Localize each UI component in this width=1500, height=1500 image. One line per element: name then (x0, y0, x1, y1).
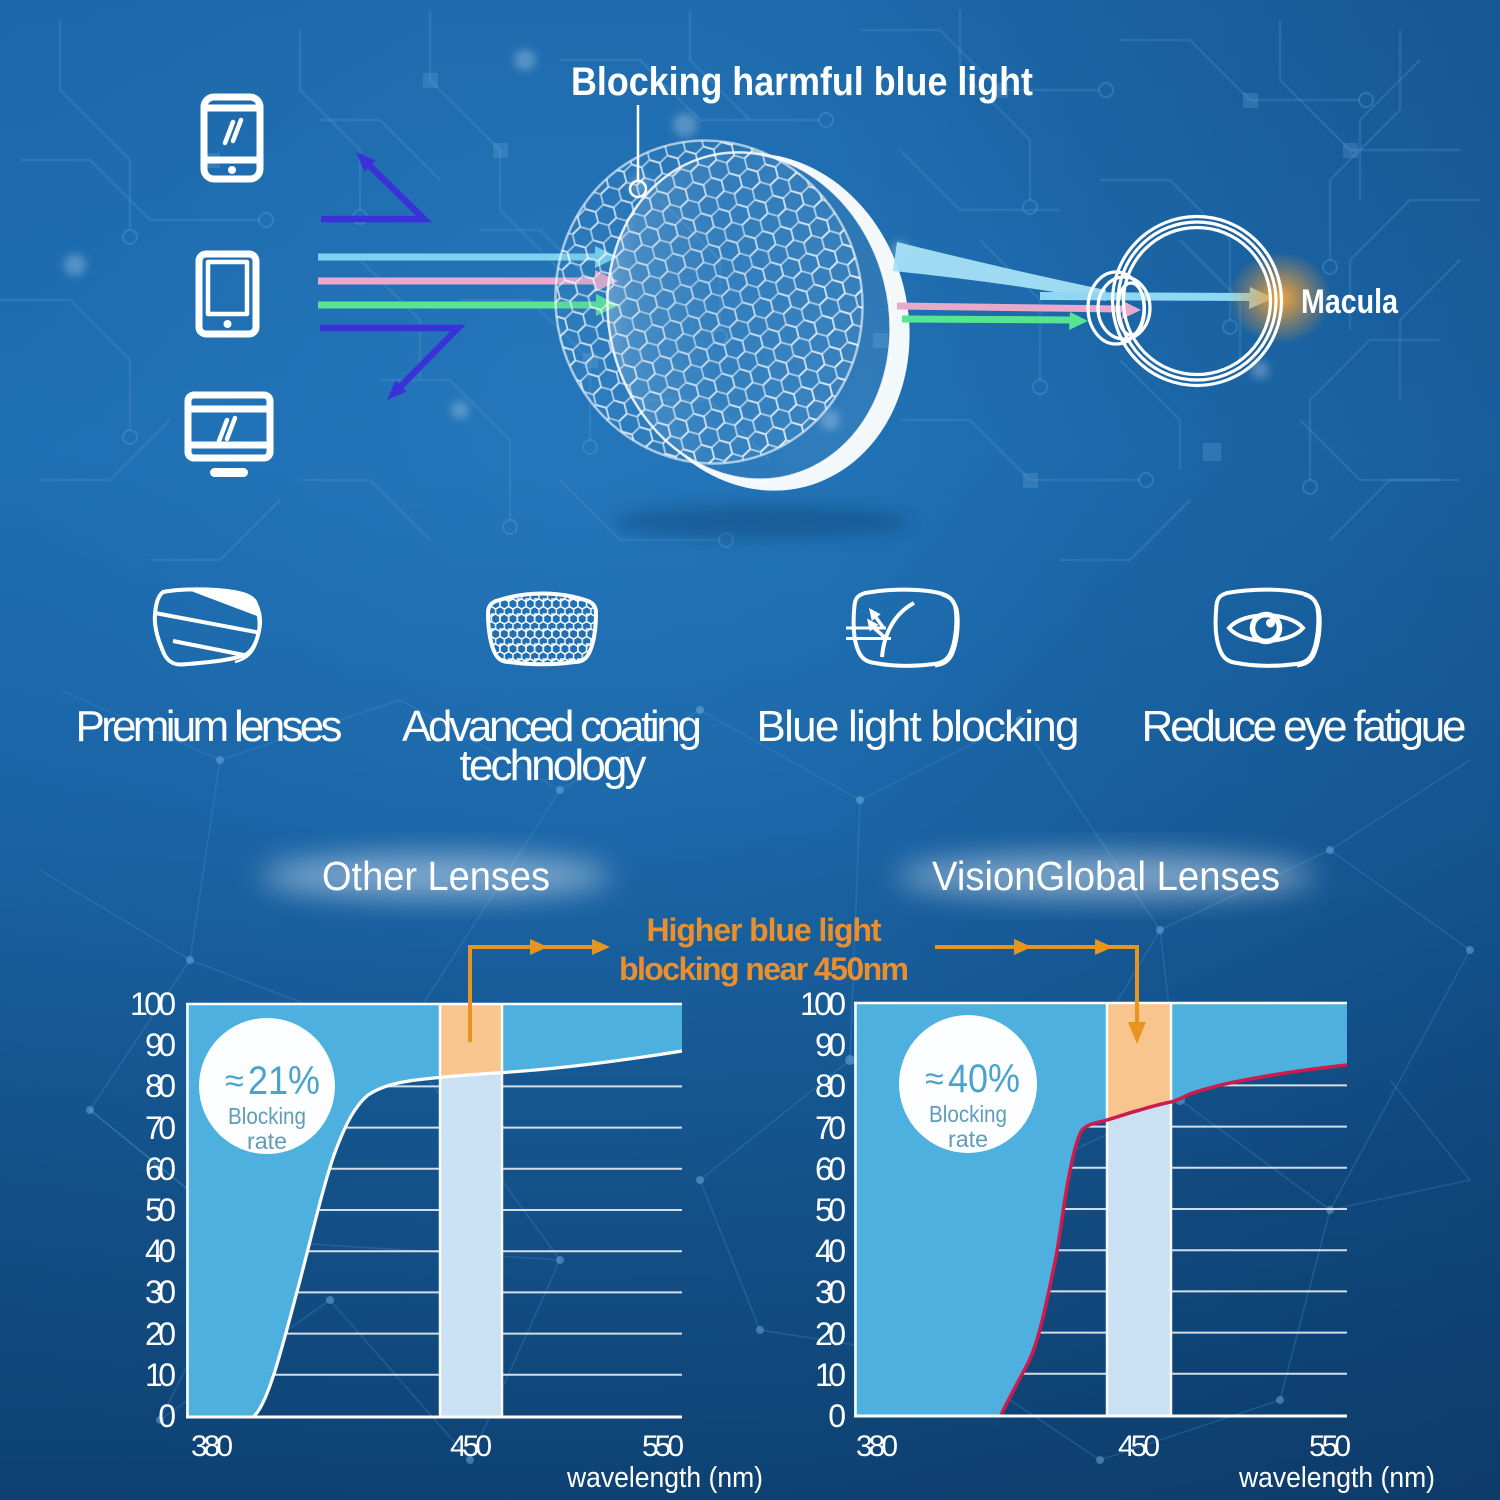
svg-text:Other Lenses: Other Lenses (322, 853, 550, 899)
svg-text:100: 100 (800, 986, 846, 1022)
svg-text:450: 450 (1118, 1430, 1160, 1463)
svg-text:≈: ≈ (925, 1060, 944, 1098)
svg-text:Premium lenses: Premium lenses (76, 702, 343, 751)
svg-text:90: 90 (145, 1027, 176, 1063)
svg-text:90: 90 (815, 1027, 846, 1063)
svg-text:10: 10 (145, 1357, 176, 1393)
svg-text:80: 80 (145, 1068, 176, 1104)
svg-text:blocking near 450nm: blocking near 450nm (619, 951, 909, 987)
svg-text:≈: ≈ (225, 1062, 244, 1100)
svg-text:Blocking: Blocking (228, 1103, 306, 1129)
svg-text:30: 30 (815, 1274, 846, 1310)
svg-text:technology: technology (460, 741, 647, 790)
svg-text:70: 70 (815, 1110, 846, 1146)
svg-text:550: 550 (642, 1430, 684, 1463)
svg-text:Higher blue light: Higher blue light (647, 912, 882, 948)
svg-text:20: 20 (145, 1316, 176, 1352)
svg-text:60: 60 (145, 1151, 176, 1187)
svg-text:Advanced coating: Advanced coating (402, 702, 702, 751)
svg-text:rate: rate (948, 1126, 988, 1152)
svg-text:21%: 21% (248, 1059, 320, 1103)
svg-text:0: 0 (828, 1398, 846, 1434)
svg-text:40: 40 (815, 1233, 846, 1269)
svg-text:50: 50 (145, 1192, 176, 1228)
svg-text:380: 380 (191, 1430, 233, 1463)
svg-text:30: 30 (145, 1274, 176, 1310)
svg-text:Macula: Macula (1301, 283, 1399, 321)
svg-text:Blocking harmful blue light: Blocking harmful blue light (571, 60, 1033, 104)
svg-text:100: 100 (130, 986, 176, 1022)
svg-text:380: 380 (856, 1430, 898, 1463)
svg-text:wavelength (nm): wavelength (nm) (1238, 1462, 1435, 1494)
svg-text:Blocking: Blocking (929, 1101, 1007, 1127)
svg-text:wavelength (nm): wavelength (nm) (566, 1462, 763, 1494)
svg-text:80: 80 (815, 1068, 846, 1104)
svg-text:Blue light blocking: Blue light blocking (757, 702, 1080, 751)
svg-text:60: 60 (815, 1151, 846, 1187)
svg-text:40: 40 (145, 1233, 176, 1269)
svg-text:50: 50 (815, 1192, 846, 1228)
svg-text:10: 10 (815, 1357, 846, 1393)
svg-text:VisionGlobal Lenses: VisionGlobal Lenses (932, 853, 1280, 899)
svg-text:0: 0 (158, 1398, 176, 1434)
svg-text:40%: 40% (948, 1057, 1020, 1101)
svg-text:rate: rate (247, 1128, 287, 1154)
svg-text:20: 20 (815, 1316, 846, 1352)
svg-text:450: 450 (450, 1430, 492, 1463)
svg-text:Reduce eye fatigue: Reduce eye fatigue (1142, 702, 1467, 751)
svg-text:550: 550 (1309, 1430, 1351, 1463)
svg-text:70: 70 (145, 1110, 176, 1146)
